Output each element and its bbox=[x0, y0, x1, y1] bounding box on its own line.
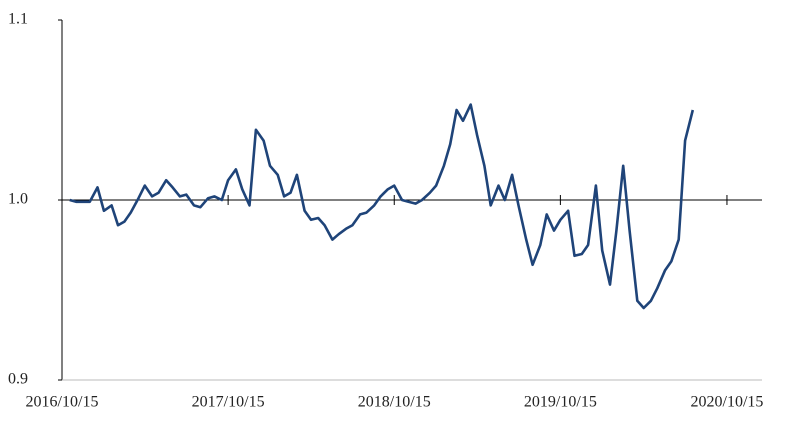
x-tick-label: 2017/10/15 bbox=[192, 394, 265, 411]
y-tick-label: 1.0 bbox=[8, 191, 28, 208]
x-tick-label: 2016/10/15 bbox=[26, 394, 99, 411]
y-tick-label: 1.1 bbox=[8, 11, 28, 28]
data-line bbox=[69, 103, 695, 310]
x-tick-label: 2020/10/15 bbox=[691, 394, 764, 411]
x-tick-label: 2019/10/15 bbox=[524, 394, 597, 411]
y-tick-label: 0.9 bbox=[8, 371, 28, 388]
x-tick-label: 2018/10/15 bbox=[358, 394, 431, 411]
